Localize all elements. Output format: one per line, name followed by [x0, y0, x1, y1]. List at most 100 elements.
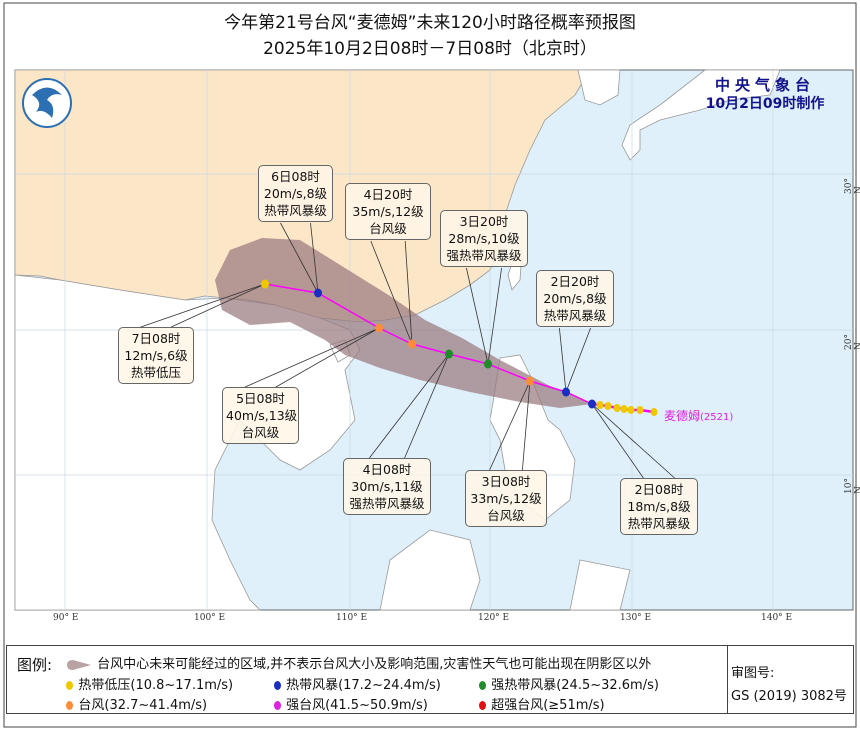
outer-frame — [3, 2, 857, 728]
past-position-marker — [604, 402, 612, 410]
typhoon-symbol-icon — [66, 681, 74, 690]
land-indonesia — [569, 559, 631, 611]
forecast-positions — [261, 279, 596, 409]
forecast-label: 2日08时 18m/s,8级 热带风暴级 — [620, 478, 698, 535]
forecast-position-marker — [375, 323, 383, 333]
forecast-category: 强热带风暴级 — [349, 496, 425, 511]
forecast-position-marker — [562, 387, 570, 397]
past-position-marker — [613, 404, 621, 412]
forecast-category: 强热带风暴级 — [446, 248, 522, 263]
forecast-category: 热带风暴级 — [264, 203, 327, 218]
land-japan — [621, 69, 781, 161]
leader-line — [369, 353, 450, 459]
forecast-category: 台风级 — [369, 221, 407, 236]
past-position-marker — [627, 406, 635, 414]
forecast-wind: 20m/s,8级 — [263, 186, 328, 201]
past-position-marker — [650, 408, 658, 416]
agency-name: 中央气象台 — [714, 76, 815, 94]
legend-item: 台风(32.7~41.4m/s) — [66, 694, 207, 713]
legend: 图例: 台风中心未来可能经过的区域,并不表示台风大小及影响范围,灾害性天气也可能… — [6, 645, 854, 714]
forecast-category: 台风级 — [241, 425, 280, 440]
forecast-wind: 18m/s,8级 — [627, 499, 691, 514]
leader-line — [522, 380, 531, 471]
past-positions — [596, 401, 658, 416]
legend-item-label: 强台风(41.5~50.9m/s) — [286, 698, 428, 713]
leader-line — [466, 267, 489, 365]
label-leader-lines — [140, 222, 675, 479]
forecast-time: 4日20时 — [363, 187, 413, 202]
leader-line — [489, 380, 531, 471]
forecast-time: 3日20时 — [459, 214, 509, 229]
review-label: 审图号: — [731, 666, 775, 681]
forecast-time: 6日08时 — [271, 169, 320, 184]
forecast-time: 5日08时 — [236, 391, 285, 406]
legend-item: 强台风(41.5~50.9m/s) — [274, 694, 428, 713]
lon-tick: 130° E — [620, 613, 652, 623]
forecast-label: 3日20时 28m/s,10级 强热带风暴级 — [440, 210, 528, 267]
forecast-time: 3日08时 — [481, 474, 531, 489]
leader-line — [140, 283, 266, 328]
legend-divider — [727, 646, 728, 713]
lat-tick: 20° N — [844, 334, 860, 350]
typhoon-symbol-icon — [479, 701, 487, 710]
cone-swatch-icon — [67, 659, 91, 670]
forecast-label: 7日08时 12m/s,6级 热带低压 — [118, 327, 194, 384]
forecast-label: 5日08时 40m/s,13级 台风级 — [222, 387, 299, 444]
lon-tick: 140° E — [761, 613, 793, 623]
lat-tick: 30° N — [844, 178, 860, 194]
forecast-time: 7日08时 — [131, 331, 181, 346]
leader-line — [171, 283, 266, 328]
typhoon-name: 麦德姆(2521) — [664, 407, 733, 424]
forecast-wind: 20m/s,8级 — [543, 291, 607, 306]
forecast-label: 4日08时 30m/s,11级 强热带风暴级 — [343, 458, 431, 515]
forecast-label: 6日08时 20m/s,8级 热带风暴级 — [258, 165, 333, 222]
leader-line — [591, 403, 644, 479]
leader-line — [275, 327, 380, 388]
cma-logo — [22, 78, 72, 128]
leader-line — [559, 327, 567, 393]
legend-cone-text: 台风中心未来可能经过的区域,并不表示台风大小及影响范围,灾害性天气也可能出现在阴… — [97, 657, 652, 672]
forecast-label: 2日20时 20m/s,8级 热带风暴级 — [536, 270, 614, 327]
forecast-time: 2日08时 — [634, 482, 684, 497]
land-borneo — [379, 529, 481, 611]
forecast-label: 4日20时 35m/s,12级 台风级 — [345, 183, 431, 240]
legend-item: 热带低压(10.8~17.1m/s) — [66, 674, 233, 693]
forecast-position-marker — [484, 359, 492, 369]
forecast-wind: 33m/s,12级 — [470, 491, 542, 506]
lon-tick: 90° E — [53, 613, 79, 623]
forecast-wind: 12m/s,6级 — [124, 348, 188, 363]
legend-item: 强热带风暴(24.5~32.6m/s) — [479, 674, 659, 693]
leader-line — [591, 403, 675, 479]
legend-cone: 台风中心未来可能经过的区域,并不表示台风大小及影响范围,灾害性天气也可能出现在阴… — [65, 653, 651, 672]
forecast-position-marker — [408, 339, 416, 349]
forecast-wind: 35m/s,12级 — [352, 204, 424, 219]
typhoon-symbol-icon — [479, 681, 487, 690]
lon-tick: 110° E — [336, 613, 368, 623]
forecast-category: 台风级 — [487, 508, 525, 523]
legend-item-label: 热带风暴(17.2~24.4m/s) — [286, 678, 441, 693]
forecast-wind: 28m/s,10级 — [448, 231, 520, 246]
map-subtitle: 2025年10月2日08时－7日08时（北京时） — [263, 39, 597, 59]
leader-line — [310, 222, 319, 294]
leader-line — [244, 327, 380, 388]
forecast-time: 4日08时 — [362, 462, 412, 477]
map-title: 今年第21号台风“麦德姆”未来120小时路径概率预报图 — [224, 13, 636, 33]
forecast-category: 热带风暴级 — [627, 516, 691, 531]
typhoon-symbol-icon — [274, 681, 282, 690]
forecast-wind: 30m/s,11级 — [351, 479, 423, 494]
forecast-position-marker — [314, 288, 322, 298]
forecast-label: 3日08时 33m/s,12级 台风级 — [465, 470, 547, 527]
review-number: GS (2019) 3082号 — [731, 689, 847, 704]
forecast-position-marker — [261, 279, 269, 289]
leader-line — [565, 327, 591, 393]
leader-line — [404, 353, 450, 459]
typhoon-name-text: 麦德姆 — [664, 409, 701, 423]
legend-item: 热带风暴(17.2~24.4m/s) — [274, 674, 441, 693]
land-korea — [577, 69, 621, 106]
typhoon-code: (2521) — [700, 412, 734, 423]
legend-title: 图例: — [17, 656, 53, 674]
legend-item-label: 强热带风暴(24.5~32.6m/s) — [491, 678, 659, 693]
legend-item: 超强台风(≥51m/s) — [479, 694, 605, 713]
legend-item-label: 热带低压(10.8~17.1m/s) — [78, 678, 234, 693]
